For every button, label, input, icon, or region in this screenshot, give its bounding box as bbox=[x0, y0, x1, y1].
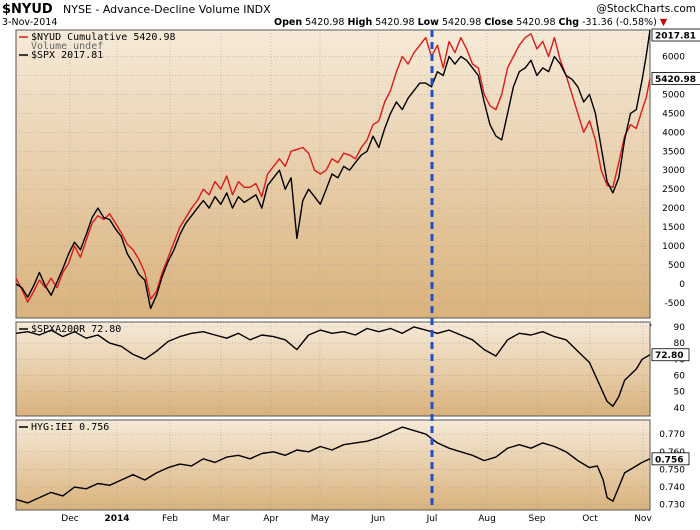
y-tick-label: 500 bbox=[668, 261, 685, 271]
x-tick-label: Nov bbox=[634, 514, 652, 524]
y-tick-label: 4500 bbox=[662, 109, 685, 119]
panel-1: -500 0 500 1000 1500 2000 2500 3000 3500 4000 4500… bbox=[15, 28, 700, 332]
y-tick-label: 5000 bbox=[662, 90, 685, 100]
y-tick-label: 2500 bbox=[662, 185, 685, 195]
symbol-name: NYSE - Advance-Decline Volume INDX bbox=[63, 3, 271, 16]
x-tick-label: Jul bbox=[426, 514, 438, 524]
panel-background bbox=[15, 419, 651, 511]
x-tick-label: Mar bbox=[213, 514, 230, 524]
y-tick-label: 0 bbox=[679, 280, 685, 290]
price-tag-label: 2017.81 bbox=[655, 32, 696, 42]
x-tick-label: 2014 bbox=[104, 514, 129, 524]
price-tag-box bbox=[651, 452, 690, 466]
x-tick-label: Jun bbox=[370, 514, 385, 524]
y-tick-label: 40 bbox=[674, 404, 686, 414]
y-tick-label: 1500 bbox=[662, 223, 685, 233]
y-tick-label: 1000 bbox=[662, 242, 685, 252]
x-tick-label: May bbox=[311, 514, 330, 524]
y-tick-label: -500 bbox=[665, 299, 686, 309]
series-line-spx bbox=[15, 29, 651, 310]
x-tick-label: Oct bbox=[582, 514, 598, 524]
open-value: 5420.98 bbox=[305, 17, 345, 28]
y-tick-label: 6000 bbox=[662, 53, 685, 63]
legend-entry: Volume undef bbox=[31, 41, 103, 52]
quote-row: 3-Nov-2014 Open 5420.98 High 5420.98 Low… bbox=[0, 16, 700, 29]
high-label: High bbox=[347, 17, 373, 28]
series-line-spxa200r bbox=[15, 326, 651, 407]
y-tick-label: 3500 bbox=[662, 147, 685, 157]
y-tick-label: 0.750 bbox=[659, 465, 685, 475]
chart-header: $NYUD NYSE - Advance-Decline Volume INDX… bbox=[0, 2, 700, 17]
down-arrow-icon: ▼ bbox=[659, 17, 668, 28]
price-tag-box bbox=[651, 348, 690, 362]
y-tick-label: 60 bbox=[674, 371, 686, 381]
y-tick-label: 4000 bbox=[662, 128, 685, 138]
price-tag-label: 5420.98 bbox=[655, 75, 696, 85]
quote-date: 3-Nov-2014 bbox=[2, 17, 58, 28]
y-tick-label: 2000 bbox=[662, 204, 685, 214]
legend-entry: $NYUD Cumulative 5420.98 bbox=[31, 32, 176, 43]
y-tick-label: 80 bbox=[674, 339, 686, 349]
y-tick-label: 90 bbox=[674, 323, 686, 333]
x-tick-label: Feb bbox=[162, 514, 178, 524]
x-tick-label: Dec bbox=[61, 514, 78, 524]
chg-label: Chg bbox=[558, 17, 580, 28]
legend-entry: $SPX 2017.81 bbox=[31, 50, 103, 61]
brand-logo[interactable]: @StockCharts.com bbox=[596, 3, 696, 15]
price-tag-label: 0.756 bbox=[655, 455, 683, 465]
chg-value: -31.36 (-0.58%) bbox=[582, 17, 657, 28]
panel-background bbox=[15, 29, 651, 319]
symbol: $NYUD bbox=[2, 2, 53, 17]
series-line-hygiei bbox=[15, 426, 651, 504]
y-tick-label: 0.770 bbox=[659, 430, 685, 440]
low-label: Low bbox=[417, 17, 439, 28]
panel-background bbox=[15, 321, 651, 417]
price-tag-box bbox=[651, 28, 700, 42]
price-tag-box bbox=[651, 72, 700, 85]
price-tag-label: 72.80 bbox=[655, 351, 683, 361]
legend-entry: HYG:IEI 0.756 bbox=[31, 422, 109, 433]
y-tick-label: 3000 bbox=[662, 166, 685, 176]
x-tick-label: Apr bbox=[263, 514, 279, 524]
close-value: 5420.98 bbox=[516, 17, 556, 28]
ohlc-values: Open 5420.98 High 5420.98 Low 5420.98 Cl… bbox=[274, 17, 667, 28]
y-tick-label: 50 bbox=[674, 388, 686, 398]
y-tick-label: 0.740 bbox=[659, 483, 685, 493]
low-value: 5420.98 bbox=[441, 17, 482, 28]
series-line-nyudcumulative bbox=[15, 33, 651, 303]
legend-entry: $SPXA200R 72.80 bbox=[31, 324, 121, 335]
close-label: Close bbox=[484, 17, 514, 28]
x-tick-label: Sep bbox=[529, 514, 546, 524]
high-value: 5420.98 bbox=[375, 17, 415, 28]
y-tick-label: 0.730 bbox=[659, 501, 685, 511]
open-label: Open bbox=[274, 17, 303, 28]
x-tick-label: Aug bbox=[478, 514, 496, 524]
